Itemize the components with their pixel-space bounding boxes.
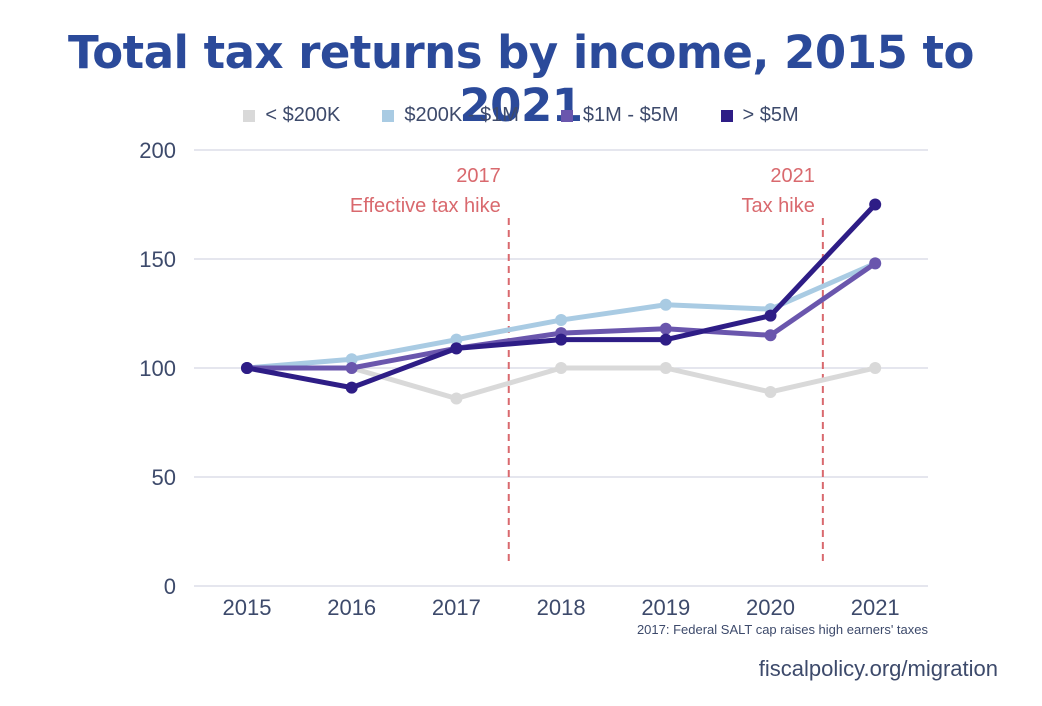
data-point bbox=[450, 333, 463, 346]
legend-label: $200K - $1M bbox=[404, 104, 519, 126]
source-credit: fiscalpolicy.org/migration bbox=[758, 656, 998, 681]
data-point bbox=[345, 353, 358, 366]
legend-item-1m-5m: $1M - $5M bbox=[560, 104, 679, 127]
data-point bbox=[869, 198, 882, 211]
data-point bbox=[345, 362, 358, 374]
legend-label: < $200K bbox=[265, 104, 341, 126]
legend-item-over-5m: > $5M bbox=[720, 104, 799, 127]
x-tick-label: 2015 bbox=[223, 595, 272, 620]
x-tick-label: 2021 bbox=[851, 595, 900, 620]
chart-title: Total tax returns by income, 2015 to 202… bbox=[68, 26, 974, 132]
data-point bbox=[659, 322, 672, 335]
legend-swatch bbox=[720, 109, 733, 122]
legend-item-200k-1m: $200K - $1M bbox=[382, 104, 519, 127]
annotation-label: Tax hike bbox=[741, 195, 814, 217]
y-tick-label: 150 bbox=[139, 247, 176, 272]
data-point bbox=[555, 362, 568, 374]
x-tick-label: 2020 bbox=[746, 595, 795, 620]
data-point bbox=[659, 362, 672, 374]
data-point bbox=[869, 257, 882, 270]
annotation-label: Effective tax hike bbox=[350, 195, 501, 217]
data-point bbox=[555, 333, 568, 346]
x-tick-label: 2018 bbox=[537, 595, 586, 620]
data-point bbox=[555, 314, 568, 327]
data-point bbox=[869, 362, 882, 374]
x-tick-label: 2016 bbox=[327, 595, 376, 620]
data-point bbox=[450, 342, 463, 355]
legend: < $200K $200K - $1M $1M - $5M > $5M bbox=[0, 104, 1042, 127]
x-tick-label: 2019 bbox=[641, 595, 690, 620]
x-tick-label: 2017 bbox=[432, 595, 481, 620]
legend-swatch bbox=[382, 109, 395, 122]
annotation-year: 2017 bbox=[456, 165, 501, 187]
data-point bbox=[764, 329, 777, 342]
y-tick-label: 200 bbox=[139, 138, 176, 163]
data-point bbox=[450, 392, 463, 405]
data-point bbox=[764, 385, 777, 398]
data-point bbox=[659, 298, 672, 311]
data-point bbox=[345, 381, 358, 394]
legend-swatch bbox=[243, 109, 256, 122]
chart-note: 2017: Federal SALT cap raises high earne… bbox=[636, 622, 928, 637]
legend-swatch bbox=[560, 109, 573, 122]
legend-label: > $5M bbox=[742, 104, 799, 126]
data-point bbox=[241, 362, 253, 374]
y-tick-label: 50 bbox=[152, 465, 176, 490]
data-point bbox=[659, 333, 672, 346]
y-tick-label: 100 bbox=[139, 356, 176, 381]
y-tick-label: 0 bbox=[164, 574, 176, 599]
data-point bbox=[764, 309, 777, 322]
annotation-year: 2021 bbox=[770, 165, 815, 187]
legend-item-under-200k: < $200K bbox=[243, 104, 340, 127]
legend-label: $1M - $5M bbox=[582, 104, 679, 126]
